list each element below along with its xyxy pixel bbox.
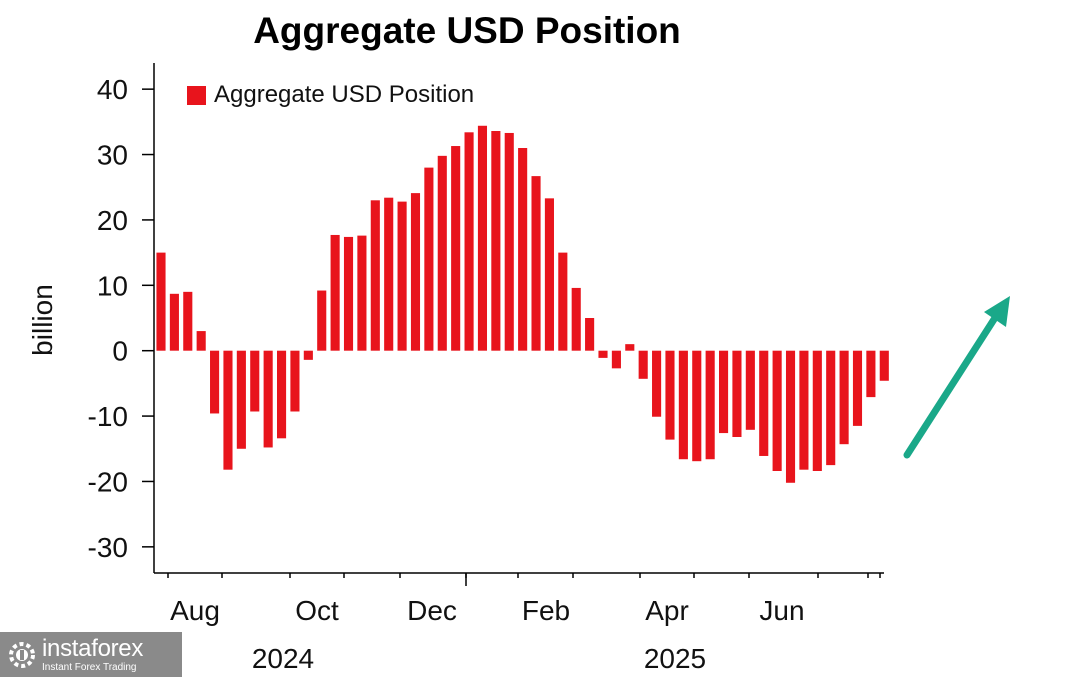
bar (839, 350, 849, 445)
bar (665, 350, 675, 440)
bar (156, 252, 166, 351)
bar (437, 155, 447, 351)
bar (585, 318, 595, 351)
bar (477, 125, 488, 351)
bar (745, 350, 755, 430)
legend-label: Aggregate USD Position (214, 81, 474, 108)
instaforex-logo: instaforex Instant Forex Trading (0, 632, 182, 677)
y-tick-label: -10 (88, 401, 128, 432)
y-axis-label: billion (27, 284, 58, 356)
bars-group (156, 125, 889, 483)
legend-swatch (187, 86, 206, 105)
bar (826, 350, 836, 466)
bar (772, 350, 782, 471)
x-year-label: 2025 (644, 643, 706, 674)
x-month-label: Oct (295, 595, 339, 626)
x-month-label: Apr (645, 595, 689, 626)
green-arrowhead (984, 296, 1010, 327)
bar (785, 350, 796, 483)
bar (866, 350, 876, 398)
logo-tagline: Instant Forex Trading (42, 661, 137, 673)
bar (196, 331, 206, 351)
x-year-label: 2024 (252, 643, 314, 674)
y-tick-label: 30 (97, 140, 128, 171)
y-ticks-group: 40 30 20 10 0 -10 -20 -30 (88, 74, 154, 563)
green-arrow (903, 306, 1004, 459)
bar (732, 350, 742, 437)
bar (531, 176, 541, 351)
bar (611, 350, 621, 369)
bar (759, 350, 769, 456)
bar (692, 350, 702, 462)
bar (424, 167, 434, 351)
bar (250, 350, 260, 412)
bar (210, 350, 220, 414)
bar (410, 193, 421, 351)
bar (625, 344, 635, 351)
bar (343, 236, 354, 351)
bar (276, 350, 287, 439)
y-tick-label: 40 (97, 74, 128, 105)
bar (879, 350, 889, 381)
bar (464, 132, 474, 351)
bar (290, 350, 300, 412)
bar (678, 350, 688, 460)
bar (558, 252, 568, 351)
x-month-label: Aug (170, 595, 220, 626)
bar (638, 350, 648, 379)
bar (705, 350, 715, 460)
gear-icon (9, 641, 35, 668)
bar (852, 350, 863, 426)
y-tick-label: 0 (112, 336, 128, 367)
bar (451, 146, 461, 351)
bar (330, 234, 340, 351)
bar (397, 201, 407, 351)
x-month-label: Feb (522, 595, 570, 626)
bar (812, 350, 822, 471)
x-month-label: Jun (759, 595, 804, 626)
bar (384, 197, 394, 351)
bar (317, 290, 327, 351)
bar (518, 148, 528, 351)
bar (571, 287, 581, 351)
bar (491, 131, 501, 351)
bar (303, 350, 313, 360)
y-tick-label: 20 (97, 205, 128, 236)
y-tick-label: -30 (88, 532, 128, 563)
chart-title: Aggregate USD Position (253, 10, 681, 51)
bar (504, 132, 514, 351)
bar (263, 350, 273, 448)
x-month-label: Dec (407, 595, 457, 626)
bar (544, 198, 554, 351)
bar (223, 350, 233, 470)
bar (598, 350, 608, 358)
y-tick-label: -20 (88, 466, 128, 497)
bar (183, 291, 193, 351)
x-ticks-group: Aug Oct Dec Feb Apr Jun 2024 2025 (167, 573, 881, 674)
bar (652, 350, 662, 417)
bar (357, 235, 367, 351)
logo-name: instaforex (42, 634, 144, 662)
bar (236, 350, 246, 449)
y-tick-label: 10 (97, 270, 128, 301)
bar (799, 350, 809, 470)
bar (370, 200, 380, 351)
bar (169, 293, 179, 351)
bar (719, 350, 729, 434)
